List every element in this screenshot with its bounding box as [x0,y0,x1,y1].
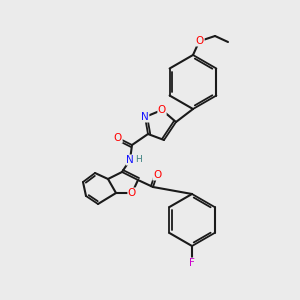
Text: N: N [141,112,149,122]
Text: O: O [128,188,136,198]
Text: N: N [126,155,134,165]
Text: H: H [136,154,142,164]
Text: O: O [196,36,204,46]
Text: O: O [153,170,161,180]
Text: O: O [114,133,122,143]
Text: F: F [189,258,195,268]
Text: O: O [158,105,166,115]
